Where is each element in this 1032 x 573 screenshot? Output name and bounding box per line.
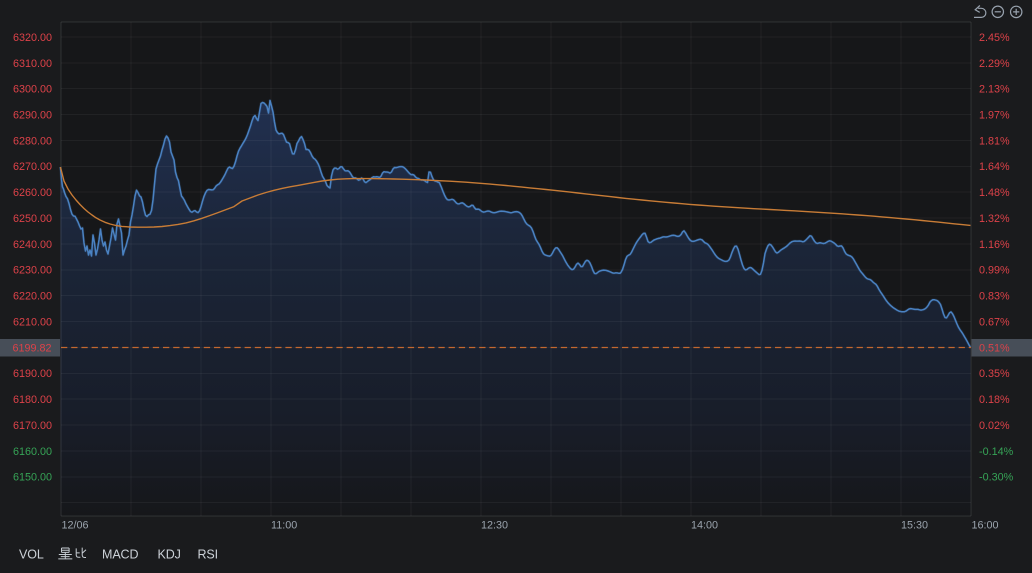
svg-text:6199.82: 6199.82 (12, 343, 51, 355)
svg-text:-0.14%: -0.14% (979, 446, 1014, 458)
svg-text:2.29%: 2.29% (979, 58, 1010, 70)
svg-text:2.13%: 2.13% (979, 84, 1010, 96)
svg-text:0.99%: 0.99% (979, 265, 1010, 277)
svg-text:1.97%: 1.97% (979, 110, 1010, 122)
svg-text:14:00: 14:00 (691, 519, 718, 531)
svg-text:0.51%: 0.51% (979, 343, 1010, 355)
svg-text:1.64%: 1.64% (979, 161, 1010, 173)
svg-text:6230.00: 6230.00 (13, 265, 52, 277)
svg-text:6160.00: 6160.00 (13, 446, 52, 458)
svg-text:1.81%: 1.81% (979, 135, 1010, 147)
svg-text:RSI: RSI (198, 548, 219, 562)
svg-text:0.18%: 0.18% (979, 394, 1010, 406)
svg-text:0.83%: 0.83% (979, 291, 1010, 303)
svg-text:6310.00: 6310.00 (13, 58, 52, 70)
svg-text:11:00: 11:00 (271, 519, 297, 531)
svg-text:6320.00: 6320.00 (13, 32, 52, 44)
svg-text:KDJ: KDJ (158, 548, 181, 562)
svg-text:1.16%: 1.16% (979, 239, 1010, 251)
svg-text:MACD: MACD (102, 548, 138, 562)
svg-text:15:30: 15:30 (901, 519, 928, 531)
svg-text:6170.00: 6170.00 (13, 420, 52, 432)
svg-text:VOL: VOL (19, 548, 44, 562)
svg-text:6220.00: 6220.00 (13, 291, 52, 303)
svg-text:-0.30%: -0.30% (979, 472, 1014, 484)
svg-text:16:00: 16:00 (972, 519, 999, 531)
svg-text:6240.00: 6240.00 (13, 239, 52, 251)
svg-text:2.45%: 2.45% (979, 32, 1010, 44)
svg-text:6180.00: 6180.00 (13, 394, 52, 406)
svg-text:0.67%: 0.67% (979, 317, 1010, 329)
svg-text:6300.00: 6300.00 (13, 84, 52, 96)
svg-text:12/06: 12/06 (62, 519, 89, 531)
svg-text:6210.00: 6210.00 (13, 317, 52, 329)
svg-text:1.32%: 1.32% (979, 213, 1010, 225)
svg-text:6280.00: 6280.00 (13, 135, 52, 147)
svg-text:12:30: 12:30 (481, 519, 508, 531)
svg-text:6190.00: 6190.00 (13, 368, 52, 380)
svg-text:0.02%: 0.02% (979, 420, 1010, 432)
svg-text:6290.00: 6290.00 (13, 110, 52, 122)
svg-text:6270.00: 6270.00 (13, 161, 52, 173)
svg-text:6150.00: 6150.00 (13, 472, 52, 484)
svg-text:1.48%: 1.48% (979, 187, 1010, 199)
svg-text:6250.00: 6250.00 (13, 213, 52, 225)
svg-text:0.35%: 0.35% (979, 368, 1010, 380)
svg-text:6260.00: 6260.00 (13, 187, 52, 199)
